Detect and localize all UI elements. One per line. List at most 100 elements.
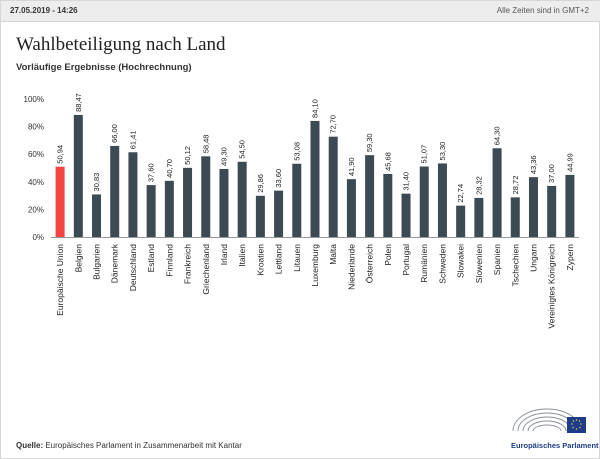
bar-value-label: 49,30	[219, 147, 228, 166]
y-tick-label: 100%	[24, 95, 44, 104]
bar	[419, 166, 429, 237]
category-label: Litauen	[292, 244, 302, 272]
category-label: Slowenien	[474, 244, 484, 283]
bar	[128, 152, 138, 237]
bar-value-label: 58,48	[201, 135, 210, 154]
timezone-note: Alle Zeiten sind in GMT+2	[496, 6, 589, 15]
category-label: Lettland	[274, 244, 284, 275]
bar	[456, 205, 466, 237]
category-label: Malta	[328, 244, 338, 265]
category-label: Portugal	[401, 244, 411, 276]
y-tick-label: 80%	[28, 123, 44, 132]
bar	[565, 174, 575, 237]
category-label: Polen	[383, 244, 393, 266]
logo-text: Europäisches Parlament	[511, 441, 599, 450]
bar	[328, 136, 338, 237]
bar-value-label: 54,50	[238, 140, 247, 159]
bar	[110, 145, 120, 237]
bar	[219, 168, 229, 237]
bar-value-label: 51,07	[420, 145, 429, 164]
bar	[146, 185, 156, 237]
category-label: Irland	[219, 244, 229, 266]
category-label: Niederlande	[346, 244, 356, 290]
bar	[437, 163, 447, 237]
bar	[365, 155, 375, 237]
turnout-bar-chart: 0% 20% 40% 60% 80% 100% 50,94 Europäische Union…	[24, 93, 579, 329]
category-label: Zypern	[565, 244, 575, 271]
bar	[73, 114, 83, 237]
category-label: Slowakei	[456, 244, 466, 278]
category-label: Rumänien	[419, 244, 429, 283]
y-tick-label: 20%	[28, 205, 44, 214]
category-label: Vereinigtes Königreich	[547, 244, 557, 329]
bar	[292, 163, 302, 237]
bar-value-label: 40,70	[165, 159, 174, 178]
bar	[510, 197, 520, 237]
timestamp: 27.05.2019 - 14:26	[10, 6, 78, 15]
category-label: Tschechien	[510, 244, 520, 287]
category-label: Bulgarien	[92, 244, 102, 280]
bar-value-label: 30,83	[92, 173, 101, 192]
category-label: Luxemburg	[310, 244, 320, 287]
bar-value-label: 37,60	[147, 163, 156, 182]
category-label: Ungarn	[528, 244, 538, 272]
source-label: Quelle:	[16, 441, 44, 450]
bar-value-label: 45,68	[383, 152, 392, 171]
bar-value-label: 53,08	[292, 142, 301, 161]
bar	[474, 197, 484, 237]
category-label: Italien	[237, 244, 247, 267]
bar	[492, 148, 502, 237]
bar	[164, 180, 174, 237]
bar-value-label: 64,30	[493, 126, 502, 145]
category-label: Österreich	[365, 244, 375, 283]
category-label: Europäische Union	[55, 244, 65, 316]
european-parliament-logo-icon	[512, 408, 586, 433]
source-text: Europäisches Parlament in Zusammenarbeit…	[43, 441, 242, 450]
bar-value-label: 33,60	[274, 169, 283, 188]
y-tick-label: 0%	[32, 233, 44, 242]
bar-value-label: 43,36	[529, 155, 538, 174]
bar-value-label: 72,70	[329, 115, 338, 134]
category-label: Belgien	[73, 244, 83, 273]
y-tick-label: 40%	[28, 178, 44, 187]
bar	[92, 194, 102, 237]
bar	[547, 185, 557, 237]
bar	[528, 177, 538, 237]
category-label: Dänemark	[110, 243, 120, 283]
bar	[183, 167, 193, 237]
chart-subtitle: Vorläufige Ergebnisse (Hochrechnung)	[16, 62, 192, 73]
bar-value-label: 28,32	[474, 176, 483, 195]
bar-value-label: 28,72	[511, 176, 520, 195]
bar-value-label: 61,41	[128, 130, 137, 149]
bar	[255, 195, 265, 237]
source-note: Quelle: Europäisches Parlament in Zusamm…	[16, 441, 242, 450]
bar-value-label: 41,90	[347, 157, 356, 176]
bar-value-label: 37,00	[547, 164, 556, 183]
y-tick-label: 60%	[28, 150, 44, 159]
top-bar: 27.05.2019 - 14:26 Alle Zeiten sind in G…	[1, 1, 600, 22]
category-label: Frankreich	[183, 244, 193, 284]
bar-value-label: 53,30	[438, 142, 447, 161]
bar-value-label: 29,86	[256, 174, 265, 193]
bar	[346, 179, 356, 237]
chart-title: Wahlbeteiligung nach Land	[16, 34, 226, 55]
bar-value-label: 44,99	[565, 153, 574, 172]
bar	[401, 193, 411, 237]
bar	[55, 166, 65, 237]
bar	[310, 120, 320, 237]
bar	[274, 190, 284, 237]
bar-value-label: 88,47	[74, 93, 83, 112]
bar-value-label: 50,12	[183, 146, 192, 165]
bar-value-label: 31,40	[402, 172, 411, 191]
bar-value-label: 84,10	[311, 99, 320, 118]
category-label: Deutschland	[128, 244, 138, 292]
category-label: Kroatien	[255, 244, 265, 276]
bar	[201, 156, 211, 237]
category-label: Finnland	[164, 244, 174, 277]
bar	[383, 173, 393, 237]
bar-value-label: 66,00	[110, 124, 119, 143]
category-label: Griechenland	[201, 244, 211, 295]
bar-value-label: 50,94	[56, 145, 65, 164]
category-label: Spanien	[492, 244, 502, 275]
